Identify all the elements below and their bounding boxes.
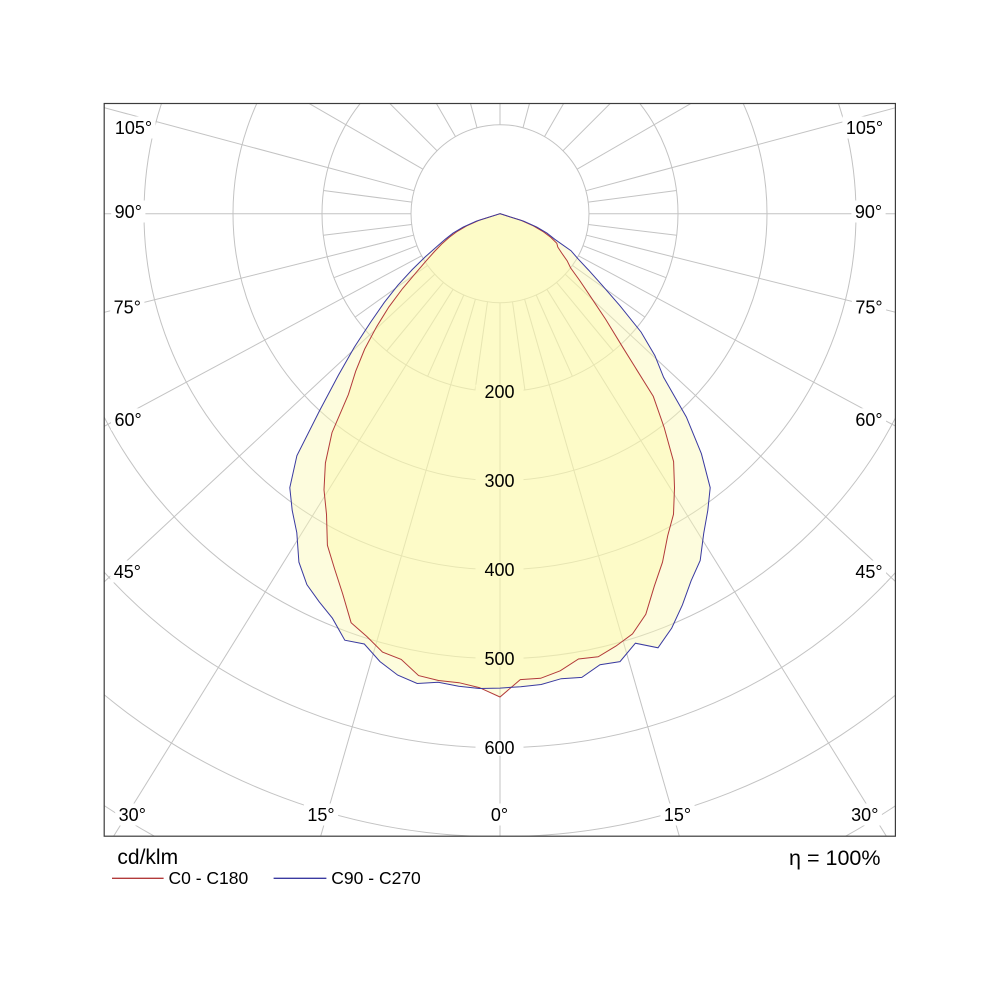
svg-text:200: 200: [484, 382, 514, 402]
svg-text:400: 400: [484, 560, 514, 580]
svg-text:600: 600: [484, 738, 514, 758]
svg-text:105°: 105°: [115, 118, 152, 138]
svg-text:90°: 90°: [855, 202, 882, 222]
svg-text:75°: 75°: [855, 298, 882, 318]
svg-text:500: 500: [484, 649, 514, 669]
svg-text:45°: 45°: [855, 562, 882, 582]
svg-text:75°: 75°: [114, 298, 141, 318]
svg-text:η = 100%: η = 100%: [789, 846, 880, 870]
svg-text:30°: 30°: [851, 805, 878, 825]
svg-text:60°: 60°: [855, 410, 882, 430]
svg-text:45°: 45°: [114, 562, 141, 582]
svg-text:cd/klm: cd/klm: [117, 846, 178, 869]
svg-text:C90 - C270: C90 - C270: [331, 868, 421, 888]
svg-text:15°: 15°: [664, 805, 691, 825]
svg-text:15°: 15°: [307, 805, 334, 825]
svg-text:300: 300: [484, 471, 514, 491]
svg-text:0°: 0°: [491, 805, 508, 825]
svg-text:60°: 60°: [114, 410, 141, 430]
svg-text:90°: 90°: [115, 202, 142, 222]
svg-text:105°: 105°: [846, 118, 883, 138]
svg-text:30°: 30°: [119, 805, 146, 825]
svg-text:C0 - C180: C0 - C180: [169, 868, 249, 888]
